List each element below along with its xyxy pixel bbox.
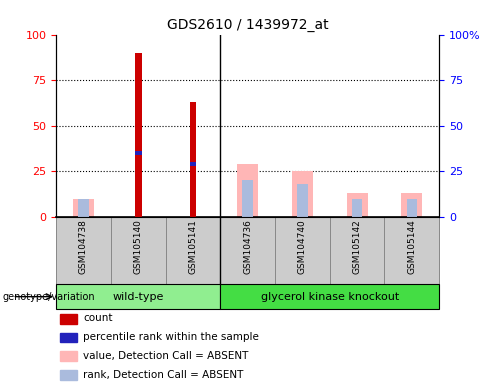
Text: glycerol kinase knockout: glycerol kinase knockout: [261, 291, 399, 302]
Bar: [292, 171, 313, 217]
Text: GSM105140: GSM105140: [134, 219, 142, 274]
Bar: [190, 162, 196, 166]
Bar: [385, 217, 439, 284]
Bar: [56, 284, 220, 309]
Bar: [297, 184, 307, 217]
Bar: [243, 180, 253, 217]
Bar: [56, 217, 111, 284]
Text: GSM105141: GSM105141: [188, 219, 198, 274]
Text: rank, Detection Call = ABSENT: rank, Detection Call = ABSENT: [83, 370, 244, 380]
Text: value, Detection Call = ABSENT: value, Detection Call = ABSENT: [83, 351, 248, 361]
Bar: [135, 151, 142, 156]
Bar: [220, 284, 439, 309]
Bar: [135, 53, 142, 217]
Bar: [402, 193, 422, 217]
Text: GSM104738: GSM104738: [79, 219, 88, 274]
Text: count: count: [83, 313, 112, 323]
Text: GSM104736: GSM104736: [243, 219, 252, 274]
Bar: [190, 102, 196, 217]
Text: wild-type: wild-type: [113, 291, 164, 302]
Bar: [73, 199, 94, 217]
Bar: [60, 351, 77, 361]
Bar: [78, 199, 89, 217]
Bar: [352, 199, 362, 217]
Bar: [220, 217, 275, 284]
Bar: [407, 199, 417, 217]
Text: GSM105142: GSM105142: [353, 219, 362, 274]
Bar: [237, 164, 258, 217]
Title: GDS2610 / 1439972_at: GDS2610 / 1439972_at: [167, 18, 328, 32]
Bar: [330, 217, 385, 284]
Bar: [60, 370, 77, 380]
Bar: [165, 217, 220, 284]
Bar: [60, 333, 77, 343]
Bar: [346, 193, 367, 217]
Bar: [60, 314, 77, 324]
Text: genotype/variation: genotype/variation: [2, 291, 95, 302]
Text: GSM105144: GSM105144: [407, 219, 416, 274]
Bar: [111, 217, 165, 284]
Text: GSM104740: GSM104740: [298, 219, 307, 274]
Text: percentile rank within the sample: percentile rank within the sample: [83, 332, 259, 342]
Bar: [275, 217, 330, 284]
